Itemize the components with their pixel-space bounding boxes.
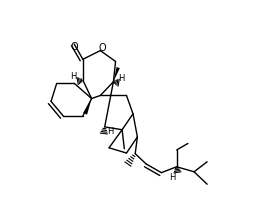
Polygon shape: [113, 67, 120, 82]
Text: O: O: [99, 43, 106, 53]
Polygon shape: [83, 99, 92, 115]
Text: O: O: [70, 42, 78, 52]
Text: H: H: [169, 172, 176, 182]
Text: H: H: [107, 127, 113, 136]
Text: H: H: [70, 72, 77, 81]
Text: H: H: [118, 74, 125, 83]
